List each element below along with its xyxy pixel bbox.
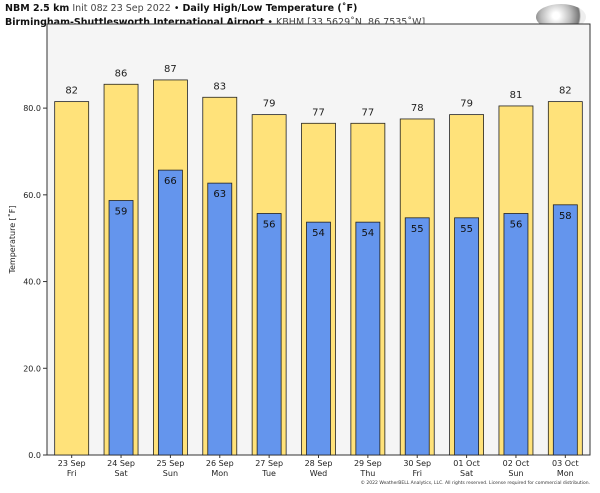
y-tick-label: 80.0: [23, 104, 41, 113]
low-value-label: 63: [213, 189, 226, 200]
header-line-1: NBM 2.5 km Init 08z 23 Sep 2022 • Daily …: [5, 3, 357, 14]
x-tick-date: 26 Sep: [206, 459, 234, 468]
low-bar: [256, 213, 282, 456]
low-value-label: 56: [263, 219, 276, 230]
y-tick-label: 20.0: [23, 364, 41, 373]
high-bar: [54, 101, 90, 456]
low-value-label: 58: [559, 211, 572, 222]
x-tick-date: 03 Oct: [552, 459, 579, 468]
x-tick-date: 01 Oct: [453, 459, 480, 468]
low-bar: [454, 217, 479, 456]
high-value-label: 82: [559, 86, 572, 97]
x-tick-day: Sat: [460, 469, 473, 478]
init-time: Init 08z 23 Sep 2022: [72, 3, 171, 14]
product-title: Daily High/Low Temperature (˚F): [182, 3, 358, 14]
low-value-label: 55: [460, 224, 473, 235]
low-value-label: 54: [312, 228, 325, 239]
low-bar: [404, 217, 430, 456]
low-bar: [108, 200, 134, 456]
x-tick-date: 23 Sep: [58, 459, 86, 468]
copyright-footer: © 2022 WeatherBELL Analytics, LLC. All r…: [360, 481, 591, 486]
x-tick-date: 24 Sep: [107, 459, 135, 468]
x-tick-date: 25 Sep: [157, 459, 185, 468]
low-value-label: 59: [115, 206, 128, 217]
x-tick-day: Fri: [67, 469, 77, 478]
station-name: Birmingham-Shuttlesworth International A…: [5, 17, 265, 28]
x-tick-day: Thu: [359, 469, 375, 478]
x-tick-date: 28 Sep: [305, 459, 333, 468]
x-tick-day: Sat: [114, 469, 127, 478]
separator: •: [267, 17, 274, 28]
y-tick-label: 40.0: [23, 278, 41, 287]
low-bar: [306, 221, 331, 456]
y-axis-label: Temperature [˚F]: [7, 205, 17, 274]
high-value-label: 77: [312, 107, 325, 118]
x-tick-day: Fri: [412, 469, 422, 478]
low-bar: [552, 204, 578, 456]
station-info: KBHM [33.5629˚N, 86.7535˚W]: [276, 17, 426, 28]
high-value-label: 82: [65, 86, 78, 97]
x-tick-date: 02 Oct: [503, 459, 530, 468]
x-tick-date: 29 Sep: [354, 459, 382, 468]
high-value-label: 77: [361, 107, 374, 118]
high-value-label: 81: [510, 90, 523, 101]
x-tick-day: Sun: [163, 469, 178, 478]
x-tick-day: Mon: [211, 469, 228, 478]
high-value-label: 78: [411, 103, 424, 114]
x-tick-day: Mon: [557, 469, 574, 478]
x-tick-date: 27 Sep: [255, 459, 283, 468]
low-bar: [355, 221, 381, 456]
model-name: NBM 2.5 km: [5, 3, 70, 14]
low-bar: [503, 213, 529, 456]
y-tick-label: 0.0: [28, 451, 41, 460]
low-bar: [158, 169, 183, 456]
low-value-label: 56: [510, 219, 523, 230]
high-value-label: 83: [213, 81, 226, 92]
low-value-label: 66: [164, 176, 177, 187]
separator: •: [173, 3, 180, 14]
high-value-label: 87: [164, 64, 177, 75]
y-tick-label: 60.0: [23, 191, 41, 200]
high-value-label: 79: [460, 99, 473, 110]
x-tick-day: Wed: [310, 469, 327, 478]
low-bar: [207, 182, 233, 456]
x-tick-day: Tue: [261, 469, 276, 478]
high-value-label: 79: [263, 99, 276, 110]
high-value-label: 86: [115, 68, 128, 79]
x-tick-date: 30 Sep: [403, 459, 431, 468]
low-value-label: 54: [361, 228, 374, 239]
header-line-2: Birmingham-Shuttlesworth International A…: [5, 17, 425, 28]
low-value-label: 55: [411, 224, 424, 235]
x-tick-day: Sun: [508, 469, 523, 478]
